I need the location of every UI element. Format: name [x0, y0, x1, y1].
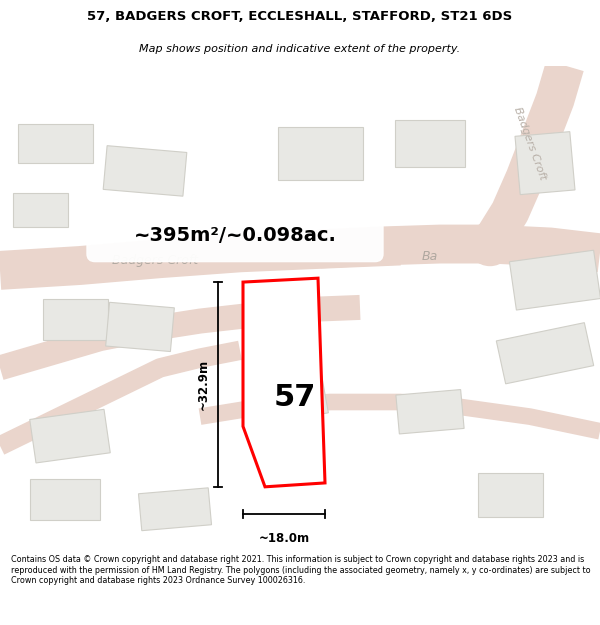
- Polygon shape: [243, 278, 325, 487]
- Circle shape: [468, 222, 512, 266]
- Bar: [395, 120, 465, 167]
- Text: Badgers Croft: Badgers Croft: [512, 106, 548, 181]
- Text: Badgers Croft: Badgers Croft: [112, 254, 198, 267]
- Bar: [251, 369, 328, 424]
- Bar: [478, 472, 542, 516]
- Bar: [396, 389, 464, 434]
- Text: ~395m²/~0.098ac.: ~395m²/~0.098ac.: [134, 226, 337, 245]
- Bar: [496, 322, 593, 384]
- Text: ~18.0m: ~18.0m: [259, 532, 310, 544]
- Bar: [13, 193, 67, 227]
- Text: Contains OS data © Crown copyright and database right 2021. This information is : Contains OS data © Crown copyright and d…: [11, 555, 590, 585]
- Bar: [30, 409, 110, 463]
- Bar: [515, 132, 575, 194]
- Bar: [139, 488, 212, 531]
- Bar: [43, 299, 107, 339]
- Text: Ba: Ba: [422, 250, 438, 263]
- Text: 57, BADGERS CROFT, ECCLESHALL, STAFFORD, ST21 6DS: 57, BADGERS CROFT, ECCLESHALL, STAFFORD,…: [88, 10, 512, 23]
- Bar: [103, 146, 187, 196]
- Text: 57: 57: [274, 382, 316, 412]
- Bar: [277, 126, 362, 180]
- Bar: [509, 250, 600, 310]
- Text: Map shows position and indicative extent of the property.: Map shows position and indicative extent…: [139, 44, 461, 54]
- Bar: [106, 302, 175, 351]
- FancyBboxPatch shape: [87, 209, 383, 262]
- Text: ~32.9m: ~32.9m: [197, 359, 210, 410]
- Bar: [17, 124, 92, 163]
- Bar: [30, 479, 100, 520]
